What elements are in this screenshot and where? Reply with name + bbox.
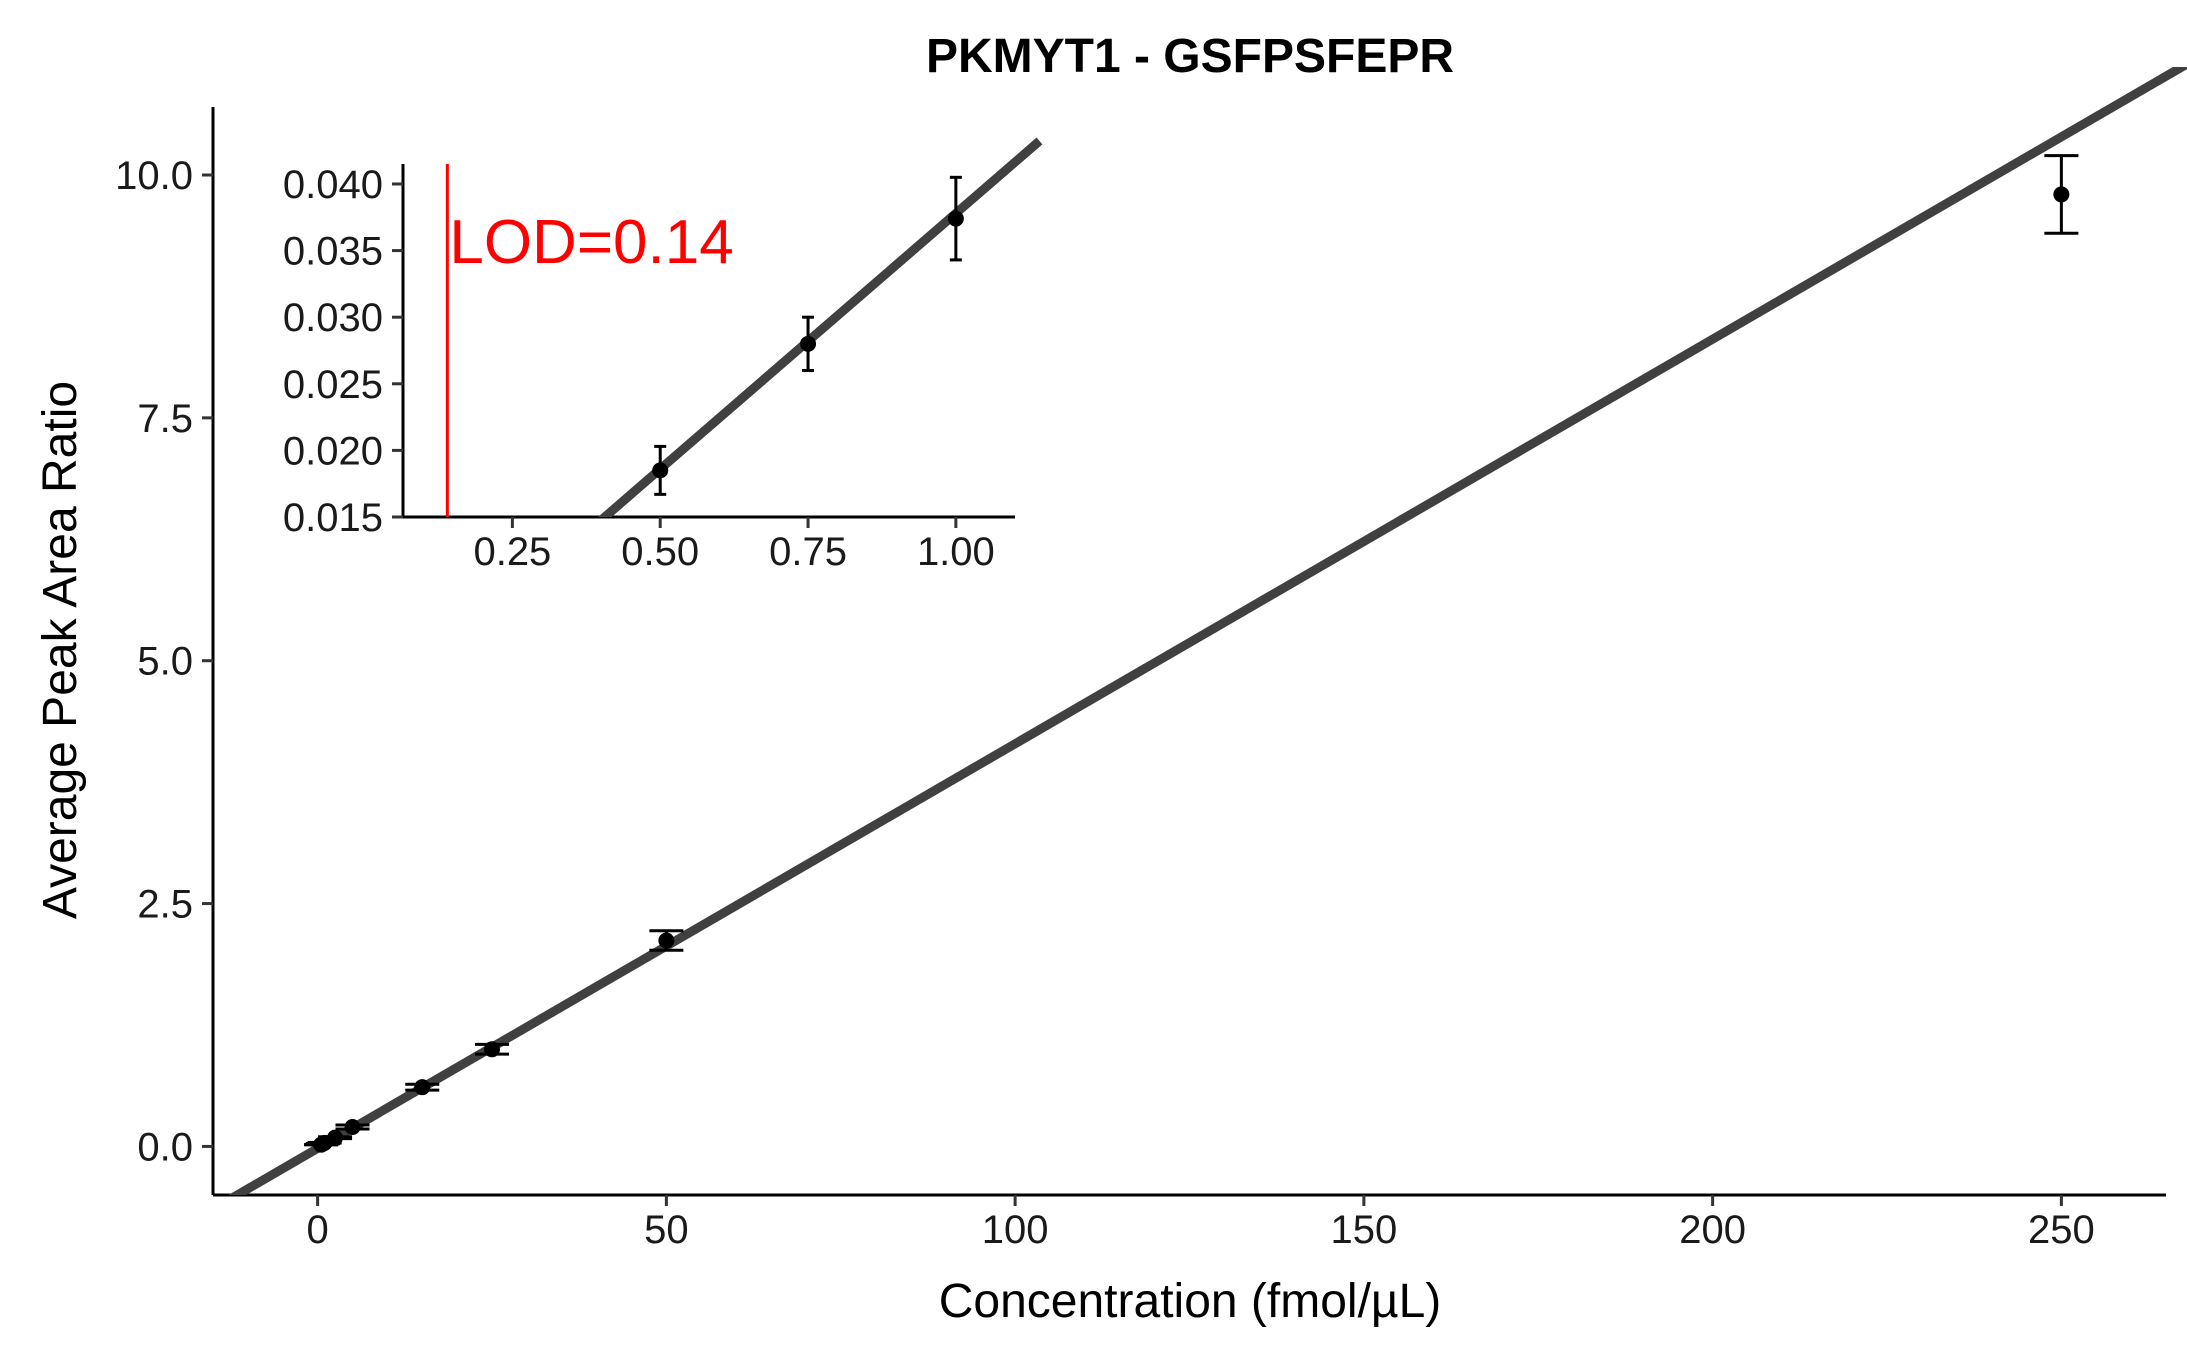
main-x-tick-label: 150 xyxy=(1331,1208,1398,1252)
inset-data-point xyxy=(947,210,964,227)
inset-lod-label: LOD=0.14 xyxy=(449,208,733,277)
inset-y-tick-label: 0.015 xyxy=(283,496,383,540)
main-y-tick-label: 2.5 xyxy=(137,883,193,927)
main-data-point xyxy=(2053,186,2070,203)
inset-y-tick-label: 0.040 xyxy=(283,163,383,207)
main-x-tick-label: 50 xyxy=(644,1208,689,1252)
inset-y-tick-label: 0.030 xyxy=(283,296,383,340)
chart-title: PKMYT1 - GSFPSFEPR xyxy=(926,30,1454,83)
main-x-tick-label: 100 xyxy=(982,1208,1049,1252)
x-axis-title: Concentration (fmol/µL) xyxy=(939,1275,1442,1328)
main-x-tick-label: 200 xyxy=(1679,1208,1746,1252)
inset-x-tick-label: 1.00 xyxy=(917,530,995,574)
y-axis-title: Average Peak Area Ratio xyxy=(34,381,87,919)
inset-data-point xyxy=(800,335,817,352)
inset-plot-area: 0.25 0.50 0.75 1.00 0.015 0.020 0.025 0.030 0.03… xyxy=(283,137,1043,574)
main-plot-area: 0 50 100 150 200 250 0.0 2.5 5.0 7.5 10.0 xyxy=(115,67,2187,1252)
inset-y-tick-label: 0.020 xyxy=(283,429,383,473)
inset-fit-line xyxy=(597,137,1043,517)
main-y-tick-label: 10.0 xyxy=(115,154,193,198)
main-fit-line xyxy=(228,67,2187,1195)
main-y-tick-label: 5.0 xyxy=(137,640,193,684)
inset-x-tick-label: 0.50 xyxy=(621,530,699,574)
main-y-tick-label: 7.5 xyxy=(137,397,193,441)
main-x-tick-label: 0 xyxy=(307,1208,329,1252)
main-data-point xyxy=(658,932,675,949)
main-data-point xyxy=(327,1129,344,1146)
main-data-point xyxy=(344,1119,361,1135)
main-data-point xyxy=(484,1041,500,1058)
main-x-tick-label: 250 xyxy=(2028,1208,2095,1252)
inset-data-point xyxy=(652,462,669,479)
main-data-point xyxy=(414,1079,431,1096)
inset-x-tick-label: 0.75 xyxy=(769,530,847,574)
main-y-tick-label: 0.0 xyxy=(137,1125,193,1169)
inset-y-tick-label: 0.025 xyxy=(283,363,383,407)
inset-y-tick-label: 0.035 xyxy=(283,230,383,274)
inset-x-tick-label: 0.25 xyxy=(473,530,551,574)
